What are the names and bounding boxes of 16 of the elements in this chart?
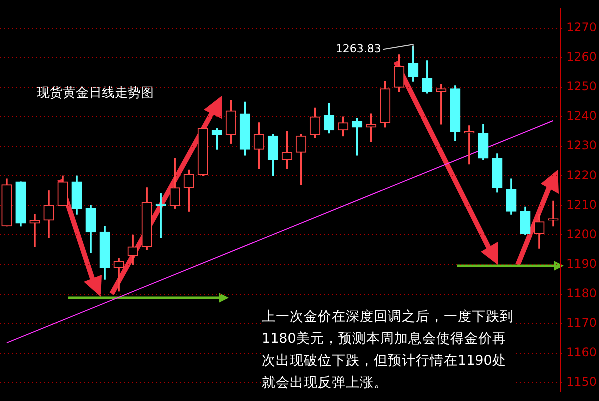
y-tick-label: 1260: [566, 50, 598, 64]
y-tick-label: 1150: [566, 375, 598, 390]
y-tick-label: 1270: [566, 20, 598, 35]
y-tick-label: 1180: [566, 286, 598, 300]
y-tick-label: 1250: [566, 80, 598, 94]
y-tick-label: 1210: [566, 198, 598, 212]
candlestick: [30, 214, 40, 248]
y-tick-label: 1240: [566, 109, 598, 124]
y-tick-label: 1200: [566, 227, 598, 242]
annotation: 上一次金价在深度回调之后，一度下跌到1180美元，预测本周加息会使得金价再次出现破位下跌，但预计行情在1190处就会出现反弹上涨。: [262, 306, 514, 394]
y-tick-label: 1190: [566, 256, 598, 271]
y-tick-label: 1230: [566, 138, 598, 153]
annotation: 1263.83: [336, 42, 382, 56]
y-tick-label: 1160: [566, 346, 598, 360]
y-tick-label: 1170: [566, 316, 598, 330]
y-tick-label: 1220: [566, 168, 598, 182]
